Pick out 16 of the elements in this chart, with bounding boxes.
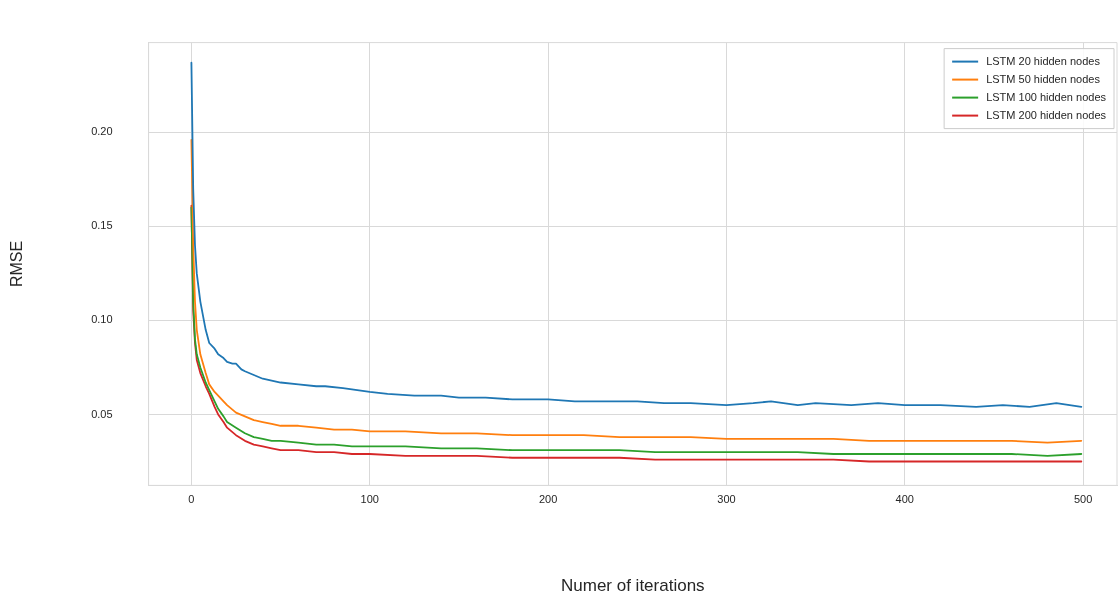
x-tick-label: 400 xyxy=(895,493,914,506)
x-axis-title: Numer of iterations xyxy=(560,576,705,596)
y-tick-label: 0.10 xyxy=(91,313,113,326)
legend-label: LSTM 50 hidden nodes xyxy=(986,72,1101,85)
y-axis-title: RMSE xyxy=(8,240,26,288)
x-tick-label: 200 xyxy=(538,493,558,506)
x-tick-label: 100 xyxy=(360,493,379,506)
y-tick-label: 0.05 xyxy=(91,407,113,420)
x-tick-label: 500 xyxy=(1073,493,1093,506)
legend-label: LSTM 100 hidden nodes xyxy=(986,90,1107,103)
x-tick-label: 0 xyxy=(188,493,195,506)
y-tick-label: 0.15 xyxy=(91,219,113,232)
y-tick-label: 0.20 xyxy=(91,125,113,138)
x-tick-label: 300 xyxy=(717,493,736,506)
legend-label: LSTM 200 hidden nodes xyxy=(986,108,1107,121)
legend-label: LSTM 20 hidden nodes xyxy=(986,54,1101,67)
